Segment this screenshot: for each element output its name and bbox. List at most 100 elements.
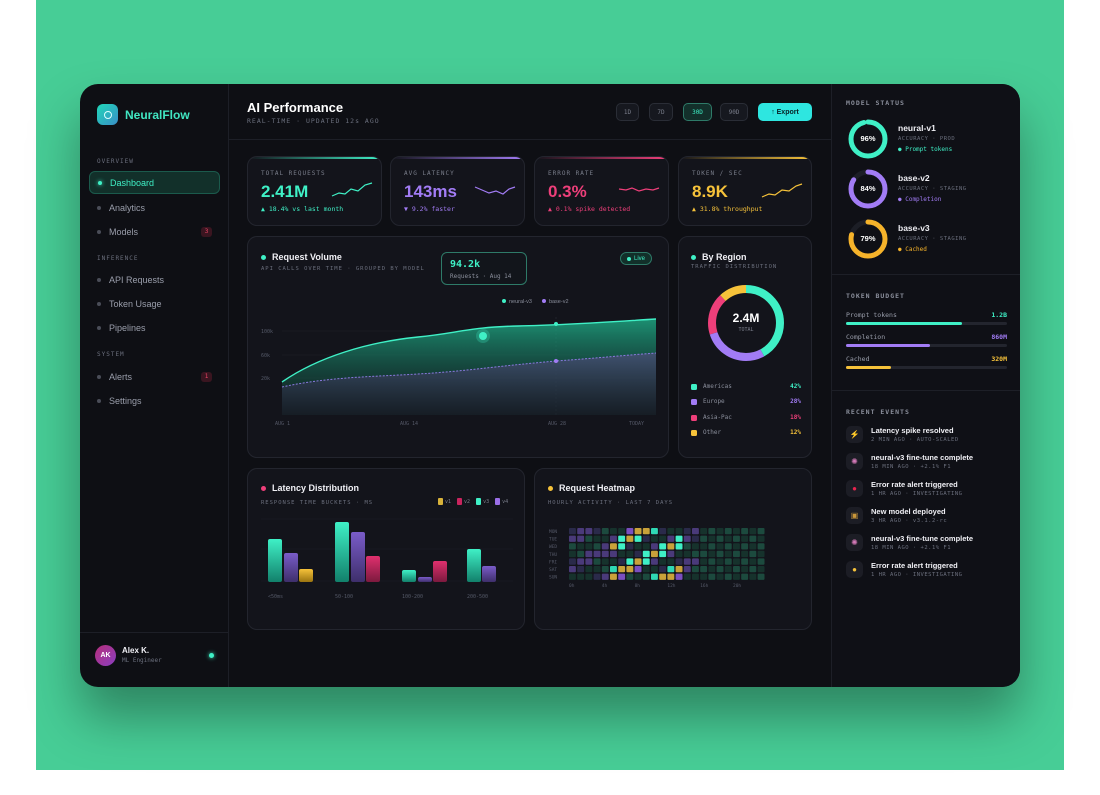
heatmap-cell[interactable] — [692, 573, 699, 580]
heatmap-cell[interactable] — [626, 528, 634, 535]
heatmap-cell[interactable] — [741, 550, 749, 558]
heatmap-cell[interactable] — [642, 535, 650, 542]
heatmap-cell[interactable] — [626, 550, 634, 558]
heatmap-cell[interactable] — [585, 566, 593, 573]
heatmap-cell[interactable] — [675, 566, 683, 573]
bar[interactable] — [433, 561, 447, 582]
heatmap-cell[interactable] — [683, 558, 691, 565]
heatmap-cell[interactable] — [634, 558, 642, 565]
budget-row-completion[interactable]: Completion 860M — [846, 333, 1007, 353]
heatmap-cell[interactable] — [577, 558, 585, 565]
heatmap-cell[interactable] — [667, 550, 675, 558]
region-row-americas[interactable]: Americas 42% — [691, 383, 801, 395]
heatmap-cell[interactable] — [741, 558, 749, 565]
heatmap-cell[interactable] — [716, 535, 724, 542]
kpi-card-error-rate[interactable]: ERROR RATE 0.3% ▲ 0.1% spike detected — [534, 156, 669, 226]
event-item[interactable]: ✺ neural-v3 fine-tune complete 18 MIN AGO… — [846, 453, 1016, 477]
heatmap-cell[interactable] — [675, 543, 683, 550]
region-row-other[interactable]: Other 12% — [691, 429, 801, 441]
user-profile[interactable]: AK Alex K. ML Engineer — [80, 632, 229, 687]
bar[interactable] — [299, 569, 313, 582]
heatmap-cell[interactable] — [675, 573, 683, 580]
heatmap-cell[interactable] — [577, 535, 585, 542]
heatmap-cell[interactable] — [733, 528, 740, 535]
event-item[interactable]: ✺ neural-v3 fine-tune complete 18 MIN AGO… — [846, 534, 1016, 558]
heatmap-cell[interactable] — [651, 566, 658, 573]
heatmap-cell[interactable] — [593, 543, 601, 550]
heatmap-cell[interactable] — [593, 566, 601, 573]
kpi-card-token-sec[interactable]: TOKEN / SEC 8.9K ▲ 31.8% throughput — [678, 156, 812, 226]
heatmap-cell[interactable] — [683, 573, 691, 580]
heatmap-cell[interactable] — [651, 528, 658, 535]
bar[interactable] — [467, 549, 481, 582]
heatmap-cell[interactable] — [749, 550, 757, 558]
budget-row-cached[interactable]: Cached 320M — [846, 355, 1007, 375]
heatmap-cell[interactable] — [683, 528, 691, 535]
heatmap-cell[interactable] — [577, 528, 585, 535]
heatmap-cell[interactable] — [692, 543, 699, 550]
heatmap-cell[interactable] — [675, 528, 683, 535]
heatmap-cell[interactable] — [700, 550, 708, 558]
heatmap-cell[interactable] — [741, 566, 749, 573]
heatmap-cell[interactable] — [724, 528, 732, 535]
sidebar-item-settings[interactable]: Settings — [89, 389, 220, 412]
heatmap-cell[interactable] — [626, 558, 634, 565]
heatmap-cell[interactable] — [733, 550, 740, 558]
heatmap-cell[interactable] — [700, 558, 708, 565]
donut-slice-europe[interactable] — [708, 285, 784, 361]
heatmap-cell[interactable] — [724, 550, 732, 558]
event-item[interactable]: ● Error rate alert triggered 1 HR AGO · I… — [846, 561, 1016, 585]
heatmap-cell[interactable] — [585, 528, 593, 535]
heatmap-cell[interactable] — [667, 558, 675, 565]
model-status-base-v3[interactable]: 79% base-v3 ACCURACY · STAGING ● Cached — [846, 217, 1011, 261]
heatmap-cell[interactable] — [610, 535, 617, 542]
heatmap-cell[interactable] — [749, 566, 757, 573]
sidebar-item-pipelines[interactable]: Pipelines — [89, 316, 220, 339]
heatmap-cell[interactable] — [683, 543, 691, 550]
heatmap-cell[interactable] — [659, 543, 667, 550]
heatmap-cell[interactable] — [593, 573, 601, 580]
bar[interactable] — [351, 532, 365, 582]
heatmap-cell[interactable] — [692, 535, 699, 542]
heatmap-cell[interactable] — [618, 550, 626, 558]
heatmap-cell[interactable] — [757, 543, 765, 550]
heatmap-cell[interactable] — [569, 550, 576, 558]
heatmap-cell[interactable] — [724, 543, 732, 550]
data-point[interactable] — [554, 359, 558, 363]
bar[interactable] — [366, 556, 380, 582]
heatmap-cell[interactable] — [634, 543, 642, 550]
heatmap-cell[interactable] — [569, 566, 576, 573]
heatmap-cell[interactable] — [601, 535, 609, 542]
model-status-base-v2[interactable]: 84% base-v2 ACCURACY · STAGING ● Complet… — [846, 167, 1011, 211]
heatmap-cell[interactable] — [634, 550, 642, 558]
heatmap-cell[interactable] — [692, 558, 699, 565]
heatmap-cell[interactable] — [593, 550, 601, 558]
heatmap-cell[interactable] — [659, 566, 667, 573]
heatmap-cell[interactable] — [610, 558, 617, 565]
region-row-asia-pac[interactable]: Asia-Pac 18% — [691, 414, 801, 426]
sidebar-item-dashboard[interactable]: Dashboard — [89, 171, 220, 194]
heatmap-cell[interactable] — [667, 528, 675, 535]
heatmap-cell[interactable] — [741, 535, 749, 542]
heatmap-cell[interactable] — [700, 528, 708, 535]
heatmap-cell[interactable] — [642, 528, 650, 535]
heatmap-cell[interactable] — [708, 558, 716, 565]
heatmap-cell[interactable] — [757, 535, 765, 542]
heatmap-cell[interactable] — [749, 558, 757, 565]
heatmap-cell[interactable] — [708, 550, 716, 558]
heatmap-cell[interactable] — [569, 543, 576, 550]
bar[interactable] — [268, 539, 282, 582]
heatmap-cell[interactable] — [577, 566, 585, 573]
bar[interactable] — [284, 553, 298, 582]
heatmap-cell[interactable] — [700, 573, 708, 580]
heatmap-cell[interactable] — [610, 528, 617, 535]
heatmap-cell[interactable] — [708, 528, 716, 535]
kpi-card-avg-latency[interactable]: AVG LATENCY 143ms ▼ 9.2% faster — [390, 156, 525, 226]
heatmap-cell[interactable] — [675, 535, 683, 542]
budget-row-prompt[interactable]: Prompt tokens 1.2B — [846, 311, 1007, 331]
heatmap-cell[interactable] — [626, 535, 634, 542]
heatmap-cell[interactable] — [716, 550, 724, 558]
heatmap-cell[interactable] — [618, 528, 626, 535]
heatmap-cell[interactable] — [716, 558, 724, 565]
sidebar-item-analytics[interactable]: Analytics — [89, 196, 220, 219]
